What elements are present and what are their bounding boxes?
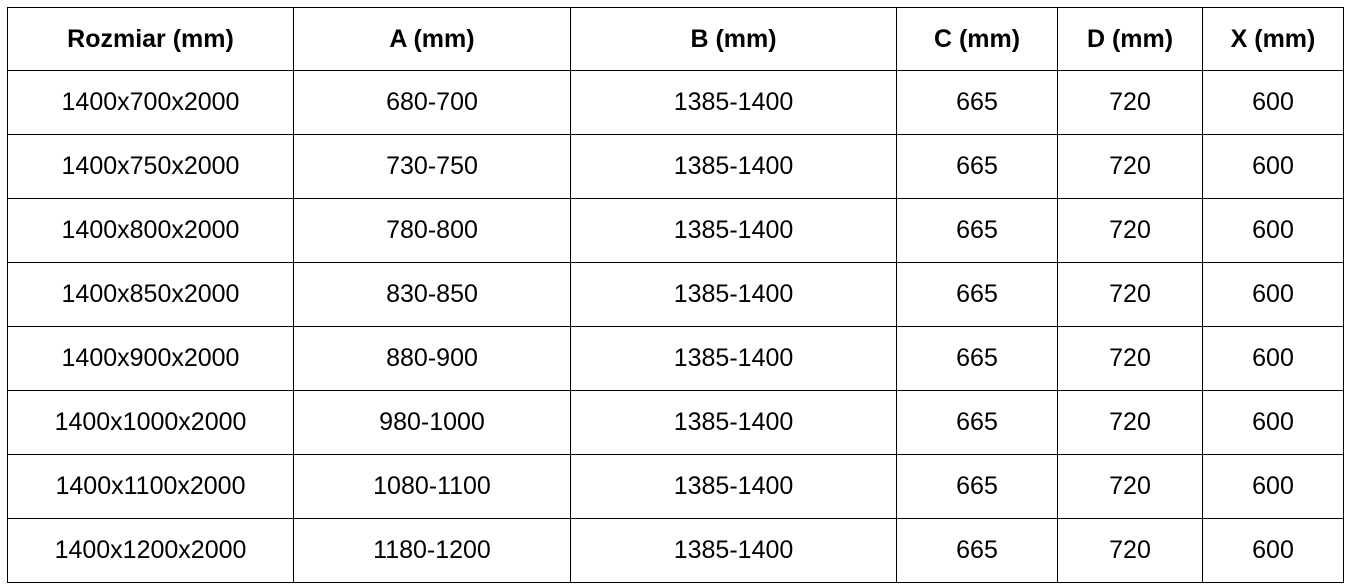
table-cell: 980-1000 — [293, 390, 571, 455]
header-cell: D (mm) — [1057, 7, 1203, 71]
table-cell: 600 — [1202, 390, 1344, 455]
table-cell: 730-750 — [293, 134, 571, 199]
table-cell: 665 — [896, 454, 1058, 519]
table-cell: 600 — [1202, 70, 1344, 135]
table-header: Rozmiar (mm) A (mm) B (mm) C (mm) D (mm) X (m… — [7, 7, 1344, 71]
table-cell: 720 — [1057, 518, 1203, 583]
table-cell: 665 — [896, 390, 1058, 455]
table-cell: 1400x1100x2000 — [7, 454, 294, 519]
table-row: 1400x1000x2000 980-1000 1385-1400 665 720 600 — [7, 390, 1344, 455]
table-cell: 665 — [896, 198, 1058, 263]
table-cell: 1385-1400 — [570, 198, 897, 263]
table-cell: 880-900 — [293, 326, 571, 391]
table-cell: 1385-1400 — [570, 262, 897, 327]
table-cell: 1400x700x2000 — [7, 70, 294, 135]
table-row: 1400x700x2000 680-700 1385-1400 665 720 600 — [7, 70, 1344, 135]
table-cell: 600 — [1202, 326, 1344, 391]
table-cell: 600 — [1202, 518, 1344, 583]
table-cell: 665 — [896, 326, 1058, 391]
table-cell: 720 — [1057, 262, 1203, 327]
table-cell: 600 — [1202, 134, 1344, 199]
table-cell: 720 — [1057, 454, 1203, 519]
table-cell: 1385-1400 — [570, 518, 897, 583]
table-cell: 665 — [896, 518, 1058, 583]
table-cell: 1400x1200x2000 — [7, 518, 294, 583]
table-row: 1400x1100x2000 1080-1100 1385-1400 665 720 60… — [7, 454, 1344, 519]
table-cell: 680-700 — [293, 70, 571, 135]
table-cell: 1400x800x2000 — [7, 198, 294, 263]
table-cell: 1400x750x2000 — [7, 134, 294, 199]
table-cell: 600 — [1202, 198, 1344, 263]
table-cell: 665 — [896, 134, 1058, 199]
header-cell: A (mm) — [293, 7, 571, 71]
size-table: Rozmiar (mm) A (mm) B (mm) C (mm) D (mm) X (m… — [7, 7, 1344, 583]
table-cell: 1385-1400 — [570, 326, 897, 391]
table-row: 1400x800x2000 780-800 1385-1400 665 720 600 — [7, 198, 1344, 263]
table-row: 1400x750x2000 730-750 1385-1400 665 720 600 — [7, 134, 1344, 199]
table-cell: 1400x900x2000 — [7, 326, 294, 391]
table-cell: 1400x1000x2000 — [7, 390, 294, 455]
table-cell: 720 — [1057, 134, 1203, 199]
table-cell: 1180-1200 — [293, 518, 571, 583]
table-row: 1400x850x2000 830-850 1385-1400 665 720 600 — [7, 262, 1344, 327]
table-cell: 720 — [1057, 198, 1203, 263]
table-cell: 1385-1400 — [570, 454, 897, 519]
table-cell: 1080-1100 — [293, 454, 571, 519]
table-row: 1400x1200x2000 1180-1200 1385-1400 665 720 60… — [7, 518, 1344, 583]
header-cell: C (mm) — [896, 7, 1058, 71]
table-cell: 720 — [1057, 326, 1203, 391]
table-cell: 720 — [1057, 70, 1203, 135]
table-cell: 1385-1400 — [570, 70, 897, 135]
table-cell: 665 — [896, 262, 1058, 327]
header-cell: X (mm) — [1202, 7, 1344, 71]
table-cell: 1385-1400 — [570, 134, 897, 199]
header-cell: B (mm) — [570, 7, 897, 71]
table-cell: 780-800 — [293, 198, 571, 263]
table-row: 1400x900x2000 880-900 1385-1400 665 720 600 — [7, 326, 1344, 391]
table-cell: 600 — [1202, 454, 1344, 519]
table-body: 1400x700x2000 680-700 1385-1400 665 720 600 14… — [7, 70, 1344, 583]
table-cell: 830-850 — [293, 262, 571, 327]
table-cell: 1400x850x2000 — [7, 262, 294, 327]
table-cell: 665 — [896, 70, 1058, 135]
header-row: Rozmiar (mm) A (mm) B (mm) C (mm) D (mm) X (m… — [7, 7, 1344, 71]
table-cell: 720 — [1057, 390, 1203, 455]
table-cell: 600 — [1202, 262, 1344, 327]
header-cell: Rozmiar (mm) — [7, 7, 294, 71]
table-cell: 1385-1400 — [570, 390, 897, 455]
